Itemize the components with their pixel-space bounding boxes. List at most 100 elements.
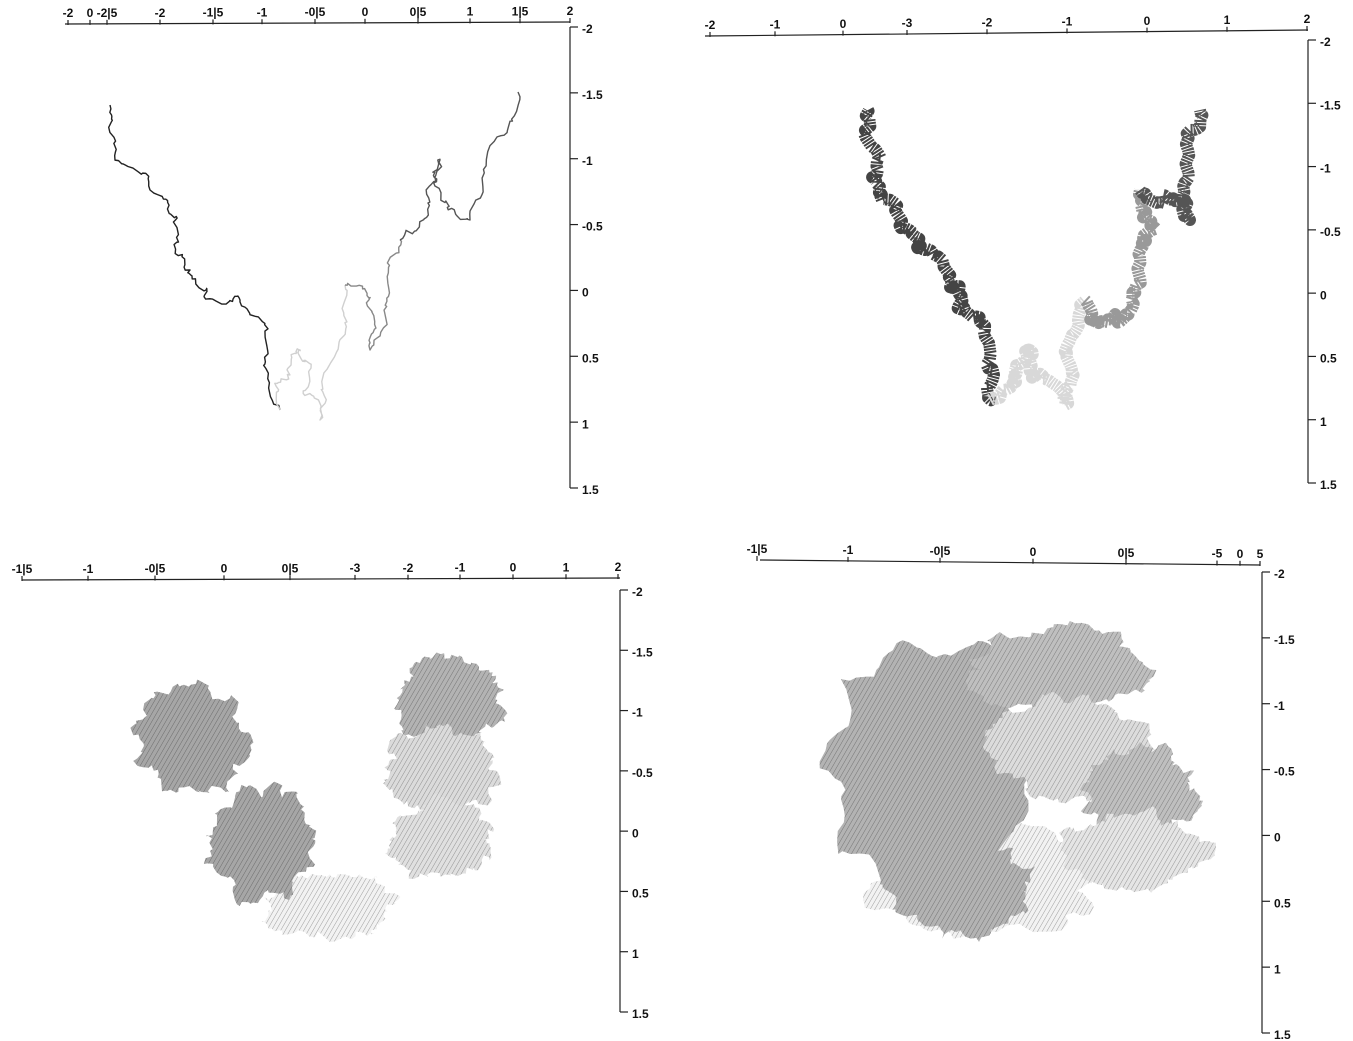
fractal-texture [383,723,502,820]
y-tick-label: 1 [1274,962,1281,976]
x-tick-label: 0 [510,561,517,575]
panel: -2 0 -2|5 -2 -1|5 -1 -0|5 0 0|5 1 1|5 2-2-1.5-1-0.5… [63,4,603,497]
fractal-texture [261,873,401,943]
x-tick-label: 1 [467,5,474,19]
y-tick-label: -1 [1320,162,1331,176]
y-tick-label: -0.5 [1274,765,1295,779]
y-tick-label: -2 [1320,35,1331,49]
fractal-texture [1059,806,1216,893]
y-tick-label: 1.5 [632,1007,649,1021]
y-tick-label: -1 [582,154,593,168]
x-tick-label: 0 [1144,14,1151,28]
x-tick-label: -1 [83,562,94,576]
x-tick-label: -2 [155,6,166,20]
fractal-curve [987,295,1091,411]
x-tick-label: -5 [1212,547,1223,561]
y-tick-label: 0 [632,826,639,840]
x-tick-label: -1|5 [12,562,33,576]
x-tick-label: -1 [455,561,466,575]
y-tick-label: -1.5 [1320,98,1341,112]
x-tick-label: -2 [705,18,716,32]
x-tick-label: -2 [403,561,414,575]
x-tick-label: 1|5 [512,4,529,18]
y-tick-label: -1 [1274,699,1285,713]
x-tick-label: 0|5 [410,5,427,19]
x-tick-label: 2 [567,4,574,18]
x-tick-label: -3 [350,561,361,575]
top-axis [704,29,1309,37]
fractal-texture [965,621,1157,719]
x-tick-label: -1|5 [203,6,224,20]
y-tick-label: -0.5 [632,766,653,780]
y-tick-label: 1.5 [1274,1028,1291,1041]
x-tick-label: 0 [1237,547,1244,561]
x-tick-label: -0|5 [305,5,326,19]
x-tick-label: 0|5 [282,561,299,575]
y-tick-label: -1.5 [582,88,603,102]
panel: -1|5 -1 -0|5 0 0|5 -5 0 5-2-1.5-1-0.500.511.5 [747,542,1295,1041]
fractal-curve [399,91,521,241]
y-tick-label: 0.5 [1320,352,1337,366]
fractal-texture [394,652,508,751]
fractal-texture [881,838,1035,942]
x-tick-label: -1 [770,17,781,31]
x-tick-label: 0 [221,561,228,575]
panel: -2 -1 0 -3 -2 -1 0 1 2 -2 -1.5 -1 -0.5 0 0.5 1 1.5 [705,12,1341,492]
x-tick-label: -2 [63,6,74,20]
fractal-curve [108,104,281,411]
y-tick-label: 1.5 [582,483,599,497]
x-tick-label: 0|5 [1118,546,1135,560]
x-tick-label: 5 [1257,547,1264,561]
panel: -1|5 -1 -0|5 0 0|5 -3 -2 -1 0 1 2 -2 -1.5 -1 -0.5 0 0.5 1… [12,560,653,1021]
y-tick-label: 0 [582,286,589,300]
y-tick-label: -1.5 [632,645,653,659]
y-tick-label: 1 [1320,415,1327,429]
fractal-texture [819,640,1035,901]
x-tick-label: 0 [87,6,94,20]
x-tick-label: -2|5 [97,6,118,20]
y-tick-label: 0.5 [582,351,599,365]
y-tick-label: -0.5 [1320,225,1341,239]
x-tick-label: -1 [1062,15,1073,29]
x-tick-label: 0 [1030,545,1037,559]
x-tick-label: 2 [1304,12,1311,26]
y-tick-label: -2 [632,585,643,599]
x-tick-label: -0|5 [930,544,951,558]
top-axis [64,21,571,25]
y-tick-label: 1.5 [1320,478,1337,492]
y-tick-label: 0 [1320,288,1327,302]
y-tick-label: 0.5 [632,887,649,901]
y-tick-label: 1 [582,417,589,431]
y-tick-label: -1.5 [1274,633,1295,647]
x-tick-label: 0 [840,17,847,31]
fractal-curve [858,104,1000,407]
y-tick-label: -2 [1274,567,1285,581]
x-tick-label: 2 [615,560,622,574]
y-tick-label: -1 [632,706,643,720]
x-tick-label: 1 [1224,13,1231,27]
y-tick-label: 0 [1274,831,1281,845]
fractal-texture [385,792,495,879]
x-tick-label: -2 [982,15,993,29]
y-tick-label: -0.5 [582,220,603,234]
fractal-texture [203,781,317,906]
y-tick-label: -2 [582,22,593,36]
y-tick-label: 0.5 [1274,896,1291,910]
top-axis [21,577,621,581]
fractal-curve [1135,106,1209,226]
top-axis [759,559,1261,566]
x-tick-label: -1 [843,543,854,557]
fractal-texture [130,679,254,794]
x-tick-label: -3 [902,16,913,30]
fractal-curve [1080,188,1162,330]
y-tick-label: 1 [632,947,639,961]
x-tick-label: 0 [362,5,369,19]
fractal-curve [344,239,403,351]
x-tick-label: -0|5 [145,562,166,576]
x-tick-label: -1 [257,5,268,19]
fractal-curve [274,284,348,421]
x-tick-label: -1|5 [747,542,768,556]
x-tick-label: 1 [563,560,570,574]
